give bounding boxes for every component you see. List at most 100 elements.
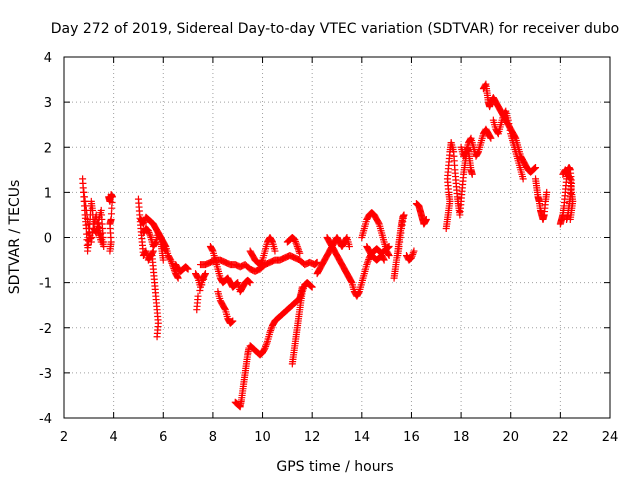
data-point [88, 234, 96, 241]
x-tick-label: 20 [502, 430, 519, 445]
data-point [89, 229, 97, 237]
data-point [363, 261, 371, 269]
data-point [532, 164, 540, 172]
data-point [80, 193, 88, 201]
data-point [396, 238, 404, 246]
data-point [167, 256, 175, 264]
data-point [407, 254, 415, 262]
data-point [347, 277, 355, 285]
data-point [94, 224, 102, 232]
data-point [299, 284, 307, 292]
data-point [139, 220, 147, 228]
data-point [299, 286, 307, 294]
data-point [144, 227, 152, 235]
data-point [566, 174, 574, 182]
data-point [308, 283, 316, 291]
data-point [345, 243, 353, 251]
x-tick-label: 18 [453, 430, 470, 445]
data-point [97, 238, 105, 246]
y-tick-label: -2 [39, 322, 52, 337]
data-point [292, 239, 300, 247]
data-point [140, 218, 148, 226]
data-point [267, 327, 275, 335]
data-point [159, 256, 167, 264]
data-point [486, 133, 494, 141]
chart-title: Day 272 of 2019, Sidereal Day-to-day VTE… [51, 21, 619, 37]
x-tick-label: 10 [254, 430, 271, 445]
data-point [504, 116, 512, 124]
plot-frame [63, 56, 611, 419]
data-point [409, 250, 417, 258]
data-point [468, 170, 476, 178]
data-point [363, 259, 371, 267]
x-tick-label: 8 [209, 430, 217, 445]
data-point [106, 247, 114, 255]
data-point [266, 328, 274, 336]
data-point [481, 81, 489, 89]
data-point [291, 237, 299, 245]
data-point [84, 215, 92, 223]
x-axis-label: GPS time / hours [276, 459, 393, 475]
data-point [80, 188, 88, 196]
data-point [519, 175, 527, 183]
x-tick-label: 22 [552, 430, 569, 445]
data-point [505, 120, 513, 128]
data-point [380, 256, 388, 264]
data-point [208, 246, 216, 254]
data-point [398, 224, 406, 232]
data-point [566, 215, 574, 223]
data-point [87, 238, 95, 246]
data-point [409, 249, 417, 257]
y-tick-label: -3 [39, 367, 52, 382]
y-tick-label: -4 [39, 412, 52, 427]
data-point [291, 236, 299, 244]
data-point [355, 289, 363, 297]
y-tick-label: 0 [44, 232, 52, 247]
data-point [400, 211, 408, 219]
data-point [398, 221, 406, 229]
data-point [375, 219, 383, 227]
x-tick-label: 6 [159, 430, 167, 445]
data-point [153, 333, 161, 341]
data-point [394, 252, 402, 260]
data-point [487, 134, 495, 142]
data-point [229, 317, 237, 325]
data-point [93, 215, 101, 223]
y-tick-label: 3 [44, 96, 52, 111]
data-point [506, 126, 514, 134]
data-point [193, 306, 201, 314]
data-point [156, 232, 164, 240]
data-point [201, 271, 209, 279]
data-point [193, 273, 201, 281]
data-point [221, 305, 229, 313]
data-point [396, 234, 404, 241]
data-point [151, 239, 159, 247]
data-point [461, 149, 469, 157]
data-point [295, 246, 303, 254]
data-point [422, 215, 430, 223]
data-point [293, 243, 301, 251]
data-point [384, 250, 392, 258]
y-tick-label: 2 [44, 141, 52, 156]
x-tick-label: 2 [60, 430, 68, 445]
data-point [81, 197, 89, 205]
data-point [174, 274, 182, 282]
data-point [261, 344, 269, 352]
data-point [385, 252, 393, 260]
data-point [397, 229, 405, 237]
data-point [294, 244, 302, 252]
data-point [168, 259, 176, 267]
data-point [267, 325, 275, 333]
data-point [271, 247, 279, 255]
data-point [174, 273, 182, 281]
data-point [258, 257, 266, 265]
data-point [298, 288, 306, 296]
data-point [94, 220, 102, 228]
data-point [313, 258, 321, 266]
data-point [262, 342, 270, 350]
x-tick-label: 24 [602, 430, 619, 445]
data-point [85, 228, 93, 236]
y-tick-label: 1 [44, 186, 52, 201]
